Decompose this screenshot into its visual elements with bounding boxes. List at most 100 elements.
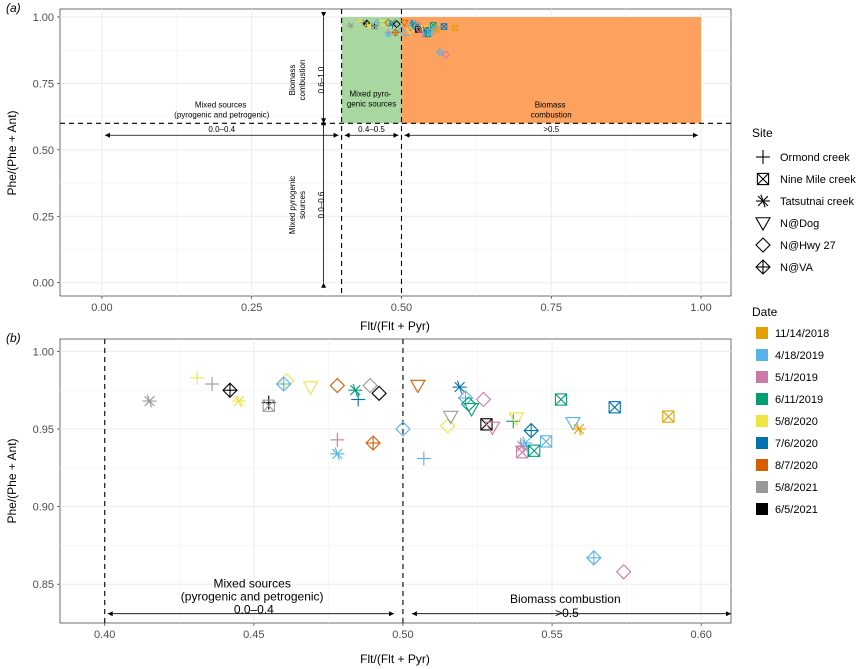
y-tick-label: 0.75 xyxy=(33,78,54,90)
data-point xyxy=(231,394,246,408)
data-point xyxy=(463,403,480,417)
panel-b-label: (b) xyxy=(6,331,21,345)
data-point xyxy=(662,410,675,423)
legend-site-label: Tatsutnai creek xyxy=(780,196,854,208)
legend-date-label: 8/7/2020 xyxy=(775,460,818,472)
panel-a-label: (a) xyxy=(6,1,21,15)
x-tick-label: 1.00 xyxy=(690,302,711,314)
panel-b-points xyxy=(142,370,675,580)
legend-date-label: 5/1/2019 xyxy=(775,372,818,384)
data-point xyxy=(460,396,477,412)
annotation-line: Biomass xyxy=(535,100,566,109)
data-point xyxy=(426,29,434,36)
legend-site-entries: Ormond creek Nine Mile creek Tatsutnai cre… xyxy=(755,150,856,275)
arrow-range-00-06 xyxy=(321,118,327,288)
data-point xyxy=(362,377,378,394)
legend-site: Site Ormond creek Nine Mile creek Tatsutna… xyxy=(752,126,856,275)
panel-a-ylabel: Phe/(Phe + Ant) xyxy=(5,110,19,195)
data-point xyxy=(275,376,292,392)
panel-a-points xyxy=(347,17,459,59)
data-point xyxy=(329,377,346,394)
arrow-range-04-05 xyxy=(344,132,399,138)
panel-a-reference-lines xyxy=(60,9,731,296)
data-point xyxy=(586,550,602,566)
panel-b-annotation-biomass: Biomass combustion >0.5 xyxy=(510,592,624,620)
legend-date-label: 6/5/2021 xyxy=(775,504,818,516)
y-tick-label: 1.00 xyxy=(33,12,54,24)
annotation-line: (pyrogenic and petrogenic) xyxy=(181,589,324,603)
panel-b-ticks: 0.40 0.45 0.50 0.55 0.60 0.85 0.90 0.95 1.00 xyxy=(33,346,712,641)
data-point xyxy=(435,48,444,57)
x-tick-label: 0.75 xyxy=(541,302,562,314)
x-tick-label: 0.25 xyxy=(241,302,262,314)
panel-a: (a) 0.00 0.25 0.50 0.75 1.00 0.00 0.25 0.50 0.75… xyxy=(5,1,732,333)
data-point xyxy=(378,20,388,28)
data-point xyxy=(348,383,363,397)
legend-date-swatch xyxy=(756,503,768,515)
annotation-line: 0.0–0.4 xyxy=(234,602,274,616)
panel-a-vertical-label-lower: Mixed pyrogenic sources 0.0–0.6 xyxy=(288,176,326,234)
panel-b: (b) 0.40 0.45 0.50 0.55 0.60 0.85 0.90 0.95 1.00… xyxy=(5,331,732,666)
legend-date-swatch xyxy=(756,327,768,339)
data-point xyxy=(365,435,381,451)
data-point xyxy=(330,432,345,447)
data-point xyxy=(347,22,355,29)
legend-date-swatch xyxy=(756,393,768,405)
data-point xyxy=(508,412,525,427)
panel-b-annotation-mixed-sources: Mixed sources (pyrogenic and petrogenic)… xyxy=(181,576,327,616)
legend-site-label: Ormond creek xyxy=(780,152,850,164)
data-point xyxy=(222,382,238,398)
legend-date-swatch xyxy=(756,349,768,361)
data-point xyxy=(278,373,295,389)
vertical-label-line: combustion xyxy=(298,60,307,101)
data-point xyxy=(302,381,319,396)
data-point xyxy=(539,435,553,448)
y-tick-label: 0.90 xyxy=(33,502,54,514)
x-tick-label: 0.00 xyxy=(91,302,112,314)
data-point xyxy=(351,392,366,407)
panel-a-vertical-label-upper: Biomass combustion 0.6–1.0 xyxy=(288,60,326,101)
panel-a-annotation-mixed-pyro: Mixed pyro- genic sources xyxy=(347,90,396,109)
data-point xyxy=(384,31,392,38)
x-tick-label: 0.40 xyxy=(94,629,115,641)
data-point xyxy=(571,422,586,436)
data-point xyxy=(190,370,205,385)
annotation-line: Mixed sources xyxy=(213,576,290,590)
data-point xyxy=(415,26,424,35)
data-point xyxy=(142,394,157,408)
data-point xyxy=(416,451,431,466)
arrow-range-gt-05 xyxy=(411,611,731,617)
data-point xyxy=(523,422,539,439)
arrow-range-0-04 xyxy=(107,611,395,617)
vertical-label-line: 0.0–0.6 xyxy=(317,191,326,218)
legend-site-key-boxx xyxy=(756,172,770,186)
annotation-line: Mixed pyro- xyxy=(350,90,392,99)
annotation-line: genic sources xyxy=(347,100,396,109)
panel-a-regions xyxy=(341,16,702,124)
data-point xyxy=(397,26,406,35)
data-point xyxy=(262,399,275,412)
data-point xyxy=(356,17,364,25)
data-point xyxy=(608,401,621,414)
legend-site-key-tridown xyxy=(755,217,771,232)
data-point xyxy=(564,417,581,431)
panel-b-grid xyxy=(60,339,731,623)
vertical-label-line: 0.6–1.0 xyxy=(317,66,326,93)
data-point xyxy=(442,410,459,425)
legend-site-key-diamondplus xyxy=(755,259,771,275)
data-point xyxy=(391,28,400,37)
panel-a-range-label-0-04: 0.0–0.4 xyxy=(208,125,235,134)
panel-a-xlabel: Flt/(Flt + Pyr) xyxy=(360,319,430,333)
data-point xyxy=(441,50,450,59)
data-point xyxy=(516,446,529,459)
panel-a-annotation-biomass: Biomass combustion xyxy=(531,100,572,119)
x-tick-label: 0.50 xyxy=(391,302,412,314)
annotation-line: >0.5 xyxy=(555,606,579,620)
legend-site-title: Site xyxy=(752,126,773,140)
vertical-label-line: Mixed pyrogenic xyxy=(288,176,297,234)
arrow-range-gt-05 xyxy=(404,132,699,138)
legend-date-label: 6/11/2019 xyxy=(775,394,823,406)
legend-date-title: Date xyxy=(752,305,778,319)
data-point xyxy=(261,395,276,410)
panel-a-arrows xyxy=(104,11,699,288)
